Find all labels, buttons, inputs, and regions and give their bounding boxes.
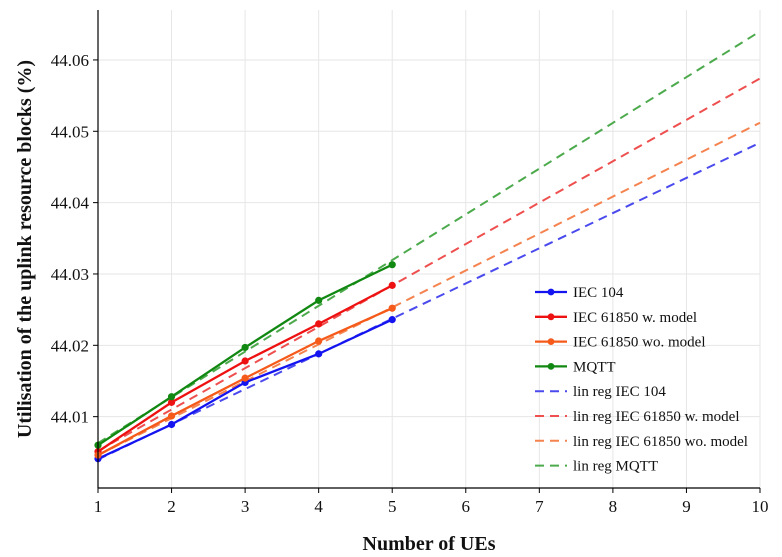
- data-point-iec-104: [388, 316, 396, 324]
- series-line-lin-reg-iec-61850-wo-model: [97, 121, 761, 457]
- x-tick-label: 5: [388, 497, 397, 516]
- y-tick-label: 44.05: [51, 122, 89, 141]
- legend-marker-mqtt: [547, 363, 555, 370]
- x-tick-label: 10: [752, 497, 769, 516]
- plot-area: [94, 30, 761, 463]
- legend-marker-iec-61850-w-model: [547, 313, 555, 321]
- data-point-iec-104: [315, 350, 323, 358]
- legend-label-lin-reg-mqtt: lin reg MQTT: [573, 459, 658, 475]
- x-tick-label: 2: [167, 497, 176, 516]
- y-tick-label: 44.06: [51, 51, 89, 70]
- legend-label-mqtt: MQTT: [573, 359, 616, 375]
- legend: IEC 104 IEC 61850 w. model IEC 61850 wo. m…: [535, 285, 748, 475]
- series-line-lin-reg-mqtt: [97, 30, 761, 444]
- data-point-iec-104: [167, 420, 176, 429]
- data-point-iec-61850-w-model: [388, 281, 396, 289]
- data-point-mqtt: [167, 393, 176, 401]
- data-point-mqtt: [241, 343, 249, 352]
- y-axis-title: Utilisation of the uplink resource block…: [14, 60, 36, 438]
- y-tick-label: 44.02: [51, 336, 89, 355]
- data-point-iec-61850-wo-model: [388, 304, 396, 312]
- data-point-iec-61850-w-model: [315, 320, 323, 328]
- legend-label-lin-reg-iec-61850-wo-model: lin reg IEC 61850 wo. model: [573, 434, 748, 450]
- series-line-lin-reg-iec-104: [97, 141, 761, 461]
- data-point-iec-61850-wo-model: [167, 412, 176, 420]
- axes: [97, 10, 760, 489]
- y-tick-label: 44.03: [51, 265, 89, 284]
- y-ticks: 44.01 44.02 44.03 44.04 44.05 44.06: [51, 51, 98, 427]
- x-tick-label: 3: [241, 497, 250, 516]
- data-point-iec-61850-w-model: [167, 398, 176, 406]
- data-point-iec-61850-wo-model: [241, 374, 249, 382]
- x-tick-label: 8: [609, 497, 618, 516]
- x-tick-label: 9: [682, 497, 691, 516]
- x-tick-label: 1: [94, 497, 103, 516]
- x-axis-title: Number of UEs: [363, 533, 496, 555]
- y-tick-label: 44.01: [51, 408, 89, 427]
- data-point-mqtt: [315, 296, 323, 304]
- series-line-lin-reg-iec-61850-w-model: [97, 77, 761, 452]
- x-tick-label: 4: [314, 497, 323, 516]
- legend-marker-iec-104: [547, 288, 555, 296]
- grid: [97, 10, 761, 488]
- legend-label-iec-61850-wo-model: IEC 61850 wo. model: [573, 335, 706, 351]
- legend-label-lin-reg-iec-104: lin reg IEC 104: [573, 384, 666, 400]
- x-tick-label: 7: [535, 497, 544, 516]
- legend-label-lin-reg-iec-61850-w-model: lin reg IEC 61850 w. model: [573, 409, 740, 425]
- legend-marker-iec-61850-wo-model: [547, 338, 555, 345]
- x-ticks: 1 2 3 4 5 6 7 8 9 10: [94, 488, 769, 516]
- data-point-mqtt: [388, 261, 396, 269]
- x-tick-label: 6: [462, 497, 471, 516]
- legend-label-iec-61850-w-model: IEC 61850 w. model: [573, 310, 697, 326]
- data-point-iec-61850-w-model: [241, 357, 249, 365]
- y-tick-label: 44.04: [51, 194, 90, 213]
- legend-label-iec-104: IEC 104: [573, 285, 624, 301]
- data-point-iec-61850-wo-model: [315, 337, 323, 345]
